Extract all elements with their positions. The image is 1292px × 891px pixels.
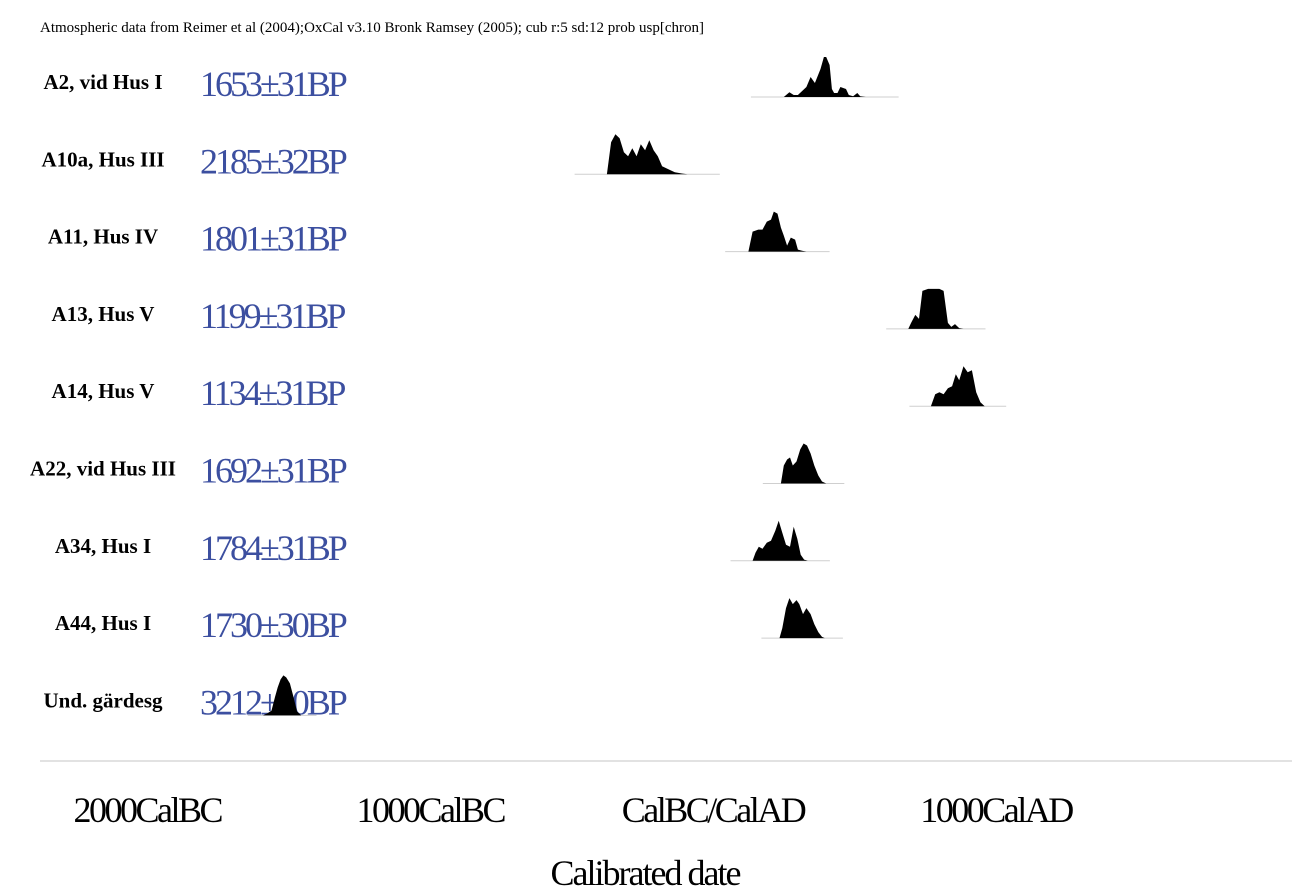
sample-label: A34, Hus I [55,534,151,558]
x-tick-label: 2000CalBC [74,790,223,830]
bp-date-label: 1784±31BP [200,528,347,568]
bp-date-label: 1801±31BP [200,219,347,259]
x-axis-ticks: 2000CalBC 1000CalBC CalBC/CalAD 1000CalAD [74,790,1076,830]
x-tick-label: 1000CalBC [357,790,506,830]
x-axis-title: Calibrated date [551,853,741,891]
probability-distribution [263,675,302,716]
sample-label: A11, Hus IV [48,225,158,249]
bp-date-label: 1730±30BP [200,605,347,645]
sample-label: Und. gärdesg [43,688,163,712]
bp-date-label: 1134±31BP [200,373,345,413]
sample-row: A14, Hus V 1134±31BP [52,366,1007,413]
bp-date-label: 1692±31BP [200,451,347,491]
sample-row: Und. gärdesg 3212±30BP [43,675,350,722]
bp-date-label: 1199±31BP [200,296,345,336]
probability-distribution [930,366,985,407]
sample-label: A13, Hus V [52,302,155,326]
sample-row: A13, Hus V 1199±31BP [52,288,986,336]
x-tick-label: 1000CalAD [920,790,1073,830]
chart-header: Atmospheric data from Reimer et al (2004… [40,20,704,36]
probability-distribution [780,443,827,484]
sample-row: A11, Hus IV 1801±31BP [48,211,830,259]
sample-label: A14, Hus V [52,379,155,403]
probability-distribution [779,598,825,639]
probability-distribution [908,288,964,329]
bp-date-label: 3212±30BP [200,682,347,722]
bp-date-label: 2185±32BP [200,141,347,181]
sample-label: A10a, Hus III [41,147,164,171]
sample-row: A10a, Hus III 2185±32BP [41,134,720,181]
probability-distribution [606,134,688,175]
probability-distribution [783,57,866,97]
sample-row: A22, vid Hus III 1692±31BP [30,443,845,491]
sample-row: A34, Hus I 1784±31BP [55,520,830,568]
sample-rows: A2, vid Hus I 1653±31BP A10a, Hus III 2185±… [30,57,1007,722]
bp-date-label: 1653±31BP [200,64,347,104]
sample-label: A44, Hus I [55,611,151,635]
sample-label: A22, vid Hus III [30,457,176,481]
sample-row: A2, vid Hus I 1653±31BP [43,57,899,104]
probability-distribution [748,211,807,252]
sample-label: A2, vid Hus I [43,70,162,94]
sample-row: A44, Hus I 1730±30BP [55,598,843,645]
probability-distribution [752,520,808,561]
x-tick-label: CalBC/CalAD [622,790,806,830]
